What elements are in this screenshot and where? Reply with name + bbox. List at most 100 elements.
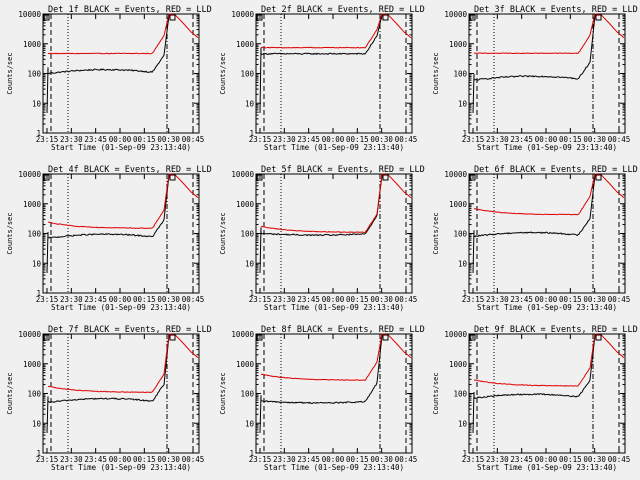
x-axis-label: Start Time (01-Sep-09 23:13:40) <box>264 143 404 152</box>
series-line-events <box>259 333 384 434</box>
x-tick-label: 23:15 <box>462 135 485 144</box>
x-tick-label: 23:15 <box>36 295 59 304</box>
x-tick-label: 00:00 <box>322 295 345 304</box>
series-line-events <box>259 173 384 274</box>
panel-title: Det 2f BLACK = Events, RED = LLD <box>261 5 425 15</box>
x-axis-label: Start Time (01-Sep-09 23:13:40) <box>264 303 404 312</box>
y-tick-label: 10 <box>245 99 255 108</box>
top-left-marker-box <box>256 334 263 341</box>
x-tick-label: 23:30 <box>60 135 83 144</box>
series-line-events <box>46 173 171 274</box>
x-tick-label: 00:15 <box>133 455 156 464</box>
series-line-events <box>472 173 597 274</box>
x-tick-label: 23:15 <box>462 295 485 304</box>
x-tick-label: 23:15 <box>36 455 59 464</box>
y-tick-label: 10 <box>458 99 468 108</box>
top-left-marker-box <box>43 174 50 181</box>
y-axis-label: Counts/sec <box>219 52 227 94</box>
y-tick-label: 1000 <box>449 40 468 49</box>
x-tick-label: 23:45 <box>297 455 320 464</box>
y-tick-label: 1 <box>462 129 467 138</box>
panel-7: Det 7f BLACK = Events, RED = LLD 1 10 100 10… <box>6 325 212 472</box>
top-left-marker-box <box>256 14 263 21</box>
x-axis-label: Start Time (01-Sep-09 23:13:40) <box>477 463 617 472</box>
flare-marker-box <box>382 174 389 181</box>
y-tick-label: 1000 <box>449 200 468 209</box>
y-tick-label: 10 <box>32 99 42 108</box>
flare-marker-box <box>595 174 602 181</box>
y-axis-label: Counts/sec <box>219 212 227 254</box>
x-tick-label: 00:30 <box>157 135 180 144</box>
x-tick-label: 23:15 <box>249 135 272 144</box>
panel-8: Det 8f BLACK = Events, RED = LLD 1 10 100 10… <box>219 325 425 472</box>
x-tick-label: 00:30 <box>370 295 393 304</box>
x-tick-label: 23:45 <box>84 295 107 304</box>
y-tick-label: 100 <box>453 230 467 239</box>
axes-frame <box>468 173 626 294</box>
x-tick-label: 00:45 <box>182 135 205 144</box>
y-tick-label: 100 <box>27 230 41 239</box>
y-tick-label: 100 <box>453 70 467 79</box>
panel-1: Det 1f BLACK = Events, RED = LLD 1 10 100 10… <box>6 5 212 152</box>
panel-title: Det 3f BLACK = Events, RED = LLD <box>474 5 638 15</box>
panel-3: Det 3f BLACK = Events, RED = LLD 1 10 100 10… <box>432 5 638 152</box>
x-tick-label: 23:45 <box>297 295 320 304</box>
y-tick-label: 100 <box>453 390 467 399</box>
x-tick-label: 00:00 <box>322 455 345 464</box>
top-left-marker-box <box>256 174 263 181</box>
x-tick-label: 23:45 <box>510 295 533 304</box>
flare-marker-box <box>169 334 176 341</box>
y-tick-label: 10 <box>32 419 42 428</box>
y-tick-label: 1 <box>249 129 254 138</box>
x-tick-label: 23:45 <box>84 135 107 144</box>
x-tick-label: 00:00 <box>109 295 132 304</box>
y-tick-label: 10 <box>458 259 468 268</box>
panel-title: Det 7f BLACK = Events, RED = LLD <box>48 325 212 335</box>
x-axis-label: Start Time (01-Sep-09 23:13:40) <box>477 303 617 312</box>
y-tick-label: 1000 <box>23 200 42 209</box>
x-tick-label: 00:00 <box>109 455 132 464</box>
y-axis-label: Counts/sec <box>432 52 440 94</box>
axes-frame <box>255 13 413 134</box>
x-tick-label: 23:45 <box>84 455 107 464</box>
x-tick-label: 00:00 <box>322 135 345 144</box>
x-tick-label: 00:00 <box>535 135 558 144</box>
x-tick-label: 00:00 <box>109 135 132 144</box>
x-tick-label: 23:15 <box>462 455 485 464</box>
x-tick-label: 00:45 <box>608 135 631 144</box>
x-tick-label: 00:00 <box>535 295 558 304</box>
flare-marker-box <box>382 14 389 21</box>
top-left-marker-box <box>469 334 476 341</box>
y-tick-label: 10000 <box>444 330 467 339</box>
y-axis-label: Counts/sec <box>432 212 440 254</box>
x-tick-label: 00:30 <box>370 455 393 464</box>
y-tick-label: 1 <box>249 449 254 458</box>
x-tick-label: 23:30 <box>486 295 509 304</box>
top-left-marker-box <box>43 334 50 341</box>
x-tick-label: 23:30 <box>273 135 296 144</box>
y-tick-label: 10 <box>458 419 468 428</box>
y-tick-label: 100 <box>27 70 41 79</box>
x-tick-label: 23:15 <box>249 295 272 304</box>
flare-marker-box <box>169 14 176 21</box>
y-tick-label: 10000 <box>444 170 467 179</box>
x-tick-label: 00:45 <box>608 455 631 464</box>
x-tick-label: 23:30 <box>486 135 509 144</box>
top-left-marker-box <box>469 174 476 181</box>
y-tick-label: 10000 <box>18 170 41 179</box>
y-tick-label: 1000 <box>23 40 42 49</box>
x-tick-label: 00:00 <box>535 455 558 464</box>
panel-title: Det 4f BLACK = Events, RED = LLD <box>48 165 212 175</box>
x-tick-label: 23:30 <box>60 295 83 304</box>
y-axis-label: Counts/sec <box>6 212 14 254</box>
series-line-events <box>46 333 171 434</box>
series-line-lld <box>473 13 625 55</box>
y-tick-label: 1 <box>36 129 41 138</box>
y-tick-label: 10 <box>32 259 42 268</box>
series-line-events <box>259 13 384 114</box>
series-line-lld <box>47 333 199 394</box>
y-tick-label: 10000 <box>18 330 41 339</box>
y-tick-label: 10000 <box>444 10 467 19</box>
